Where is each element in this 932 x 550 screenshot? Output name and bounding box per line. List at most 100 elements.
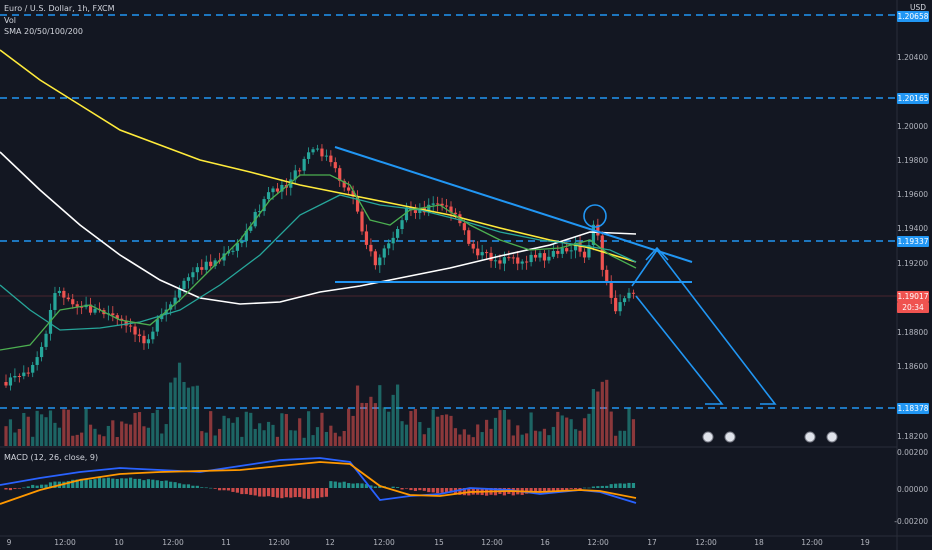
candle-body — [262, 199, 266, 212]
candle-body — [298, 170, 302, 172]
candle-body — [440, 203, 444, 206]
candle-body — [200, 267, 204, 270]
time-tick: 12:00 — [481, 538, 503, 547]
macd-histogram-bar — [173, 482, 177, 488]
time-tick: 9 — [6, 538, 12, 547]
macd-histogram-bar — [151, 479, 155, 488]
macd-histogram-bar — [258, 488, 262, 497]
macd-histogram-bar — [396, 487, 400, 488]
candle-body — [502, 257, 506, 264]
macd-histogram-bar — [347, 483, 351, 488]
volume-bar — [311, 435, 315, 446]
volume-bar — [231, 422, 235, 446]
volume-bar — [453, 428, 458, 446]
macd-histogram-bar — [146, 479, 150, 488]
volume-bar — [525, 433, 529, 446]
candle-body — [40, 346, 44, 358]
symbol-title[interactable]: Euro / U.S. Dollar, 1h, FXCM — [4, 4, 115, 13]
macd-tick: -0.00200 — [894, 517, 928, 526]
macd-histogram-bar — [289, 488, 293, 498]
macd-histogram-bar — [26, 486, 30, 488]
volume-bar — [631, 419, 636, 446]
macd-histogram-bar — [444, 488, 449, 493]
volume-bar — [493, 417, 498, 446]
volume-bar — [582, 418, 587, 446]
candle-body — [582, 251, 587, 258]
sma-indicator-label[interactable]: SMA 20/50/100/200 — [4, 27, 83, 36]
candle-body — [93, 308, 97, 313]
macd-histogram-bar — [342, 481, 346, 488]
volume-bar — [342, 430, 346, 446]
volume-bar — [102, 436, 106, 446]
volume-bar — [40, 414, 44, 446]
macd-histogram-bar — [329, 481, 333, 488]
macd-histogram-bar — [284, 488, 288, 498]
macd-histogram-bar — [266, 488, 271, 497]
macd-tick: 0.00200 — [896, 448, 928, 457]
volume-bar — [338, 436, 342, 446]
time-tick: 12:00 — [587, 538, 609, 547]
macd-tick: 0.00000 — [896, 485, 928, 494]
volume-bar — [387, 411, 391, 446]
volume-bar — [26, 416, 30, 446]
candle-body — [231, 250, 235, 252]
candle-body — [315, 148, 320, 150]
candle-body — [324, 155, 328, 157]
price-tick: 1.19200 — [896, 259, 928, 268]
level-badge-s1: 1.18378 — [897, 403, 929, 414]
volume-bar — [618, 430, 622, 446]
price-tick: 1.18800 — [896, 328, 928, 337]
volume-bar — [44, 417, 48, 446]
volume-bar — [204, 432, 208, 446]
volume-bar — [373, 403, 377, 446]
time-tick: 12:00 — [268, 538, 290, 547]
price-tick: 1.20000 — [896, 122, 928, 131]
price-tick: 1.20400 — [896, 53, 928, 62]
candle-body — [551, 251, 555, 257]
volume-bar — [80, 432, 84, 446]
macd-histogram-bar — [240, 488, 244, 495]
macd-histogram-bar — [400, 488, 404, 490]
volume-bar — [605, 379, 609, 446]
level-badge-r1: 1.20165 — [897, 93, 929, 104]
candle-body — [596, 224, 600, 236]
macd-histogram-bar — [600, 485, 604, 488]
candle-body — [525, 261, 529, 263]
volume-bar — [396, 384, 400, 446]
vol-indicator-label[interactable]: Vol — [4, 16, 16, 25]
macd-indicator-label[interactable]: MACD (12, 26, close, 9) — [4, 453, 99, 462]
volume-bar — [440, 415, 444, 446]
volume-bar — [542, 428, 547, 446]
volume-bar — [226, 418, 231, 446]
candle-body — [600, 235, 604, 270]
volume-bar — [22, 412, 26, 446]
candle-body — [173, 297, 177, 305]
macd-histogram-bar — [551, 488, 555, 493]
macd-signal-line — [0, 461, 637, 505]
macd-histogram-bar — [422, 488, 426, 491]
macd-line — [0, 457, 637, 504]
candle-body — [111, 313, 115, 316]
volume-bar — [129, 424, 133, 446]
macd-histogram-bar — [218, 488, 222, 491]
candle-body — [88, 304, 93, 313]
volume-bar — [364, 402, 369, 446]
volume-bar — [458, 434, 462, 446]
candle-body — [560, 248, 564, 254]
volume-bar — [289, 430, 293, 446]
macd-histogram-bar — [66, 480, 70, 488]
macd-histogram-bar — [307, 488, 311, 499]
macd-histogram-bar — [413, 488, 417, 491]
candle-body — [618, 302, 622, 312]
sma-20-line — [0, 174, 637, 351]
volume-bar — [431, 409, 435, 446]
volume-bar — [53, 422, 57, 446]
candle-body — [511, 257, 515, 259]
macd-histogram-bar — [191, 485, 195, 488]
candle-body — [431, 203, 435, 205]
candle-body — [115, 315, 119, 319]
macd-histogram-bar — [13, 488, 17, 489]
macd-histogram-bar — [440, 488, 444, 493]
time-tick: 18 — [754, 538, 764, 547]
